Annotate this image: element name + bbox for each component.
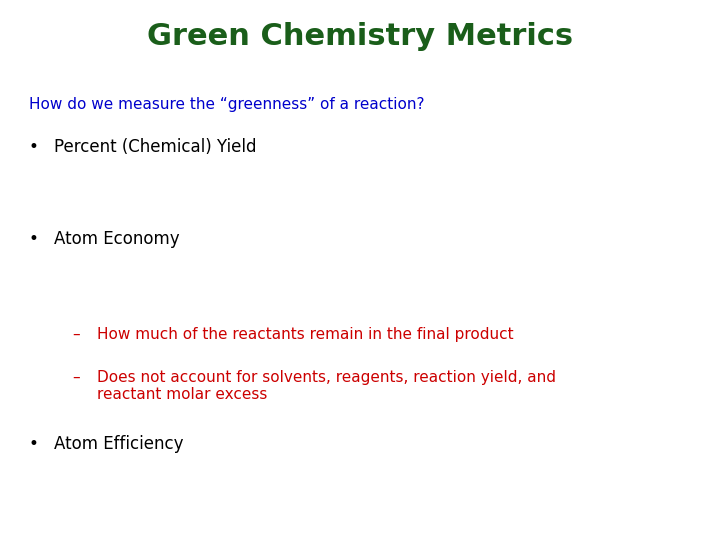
Text: How do we measure the “greenness” of a reaction?: How do we measure the “greenness” of a r…: [29, 97, 424, 112]
Text: How much of the reactants remain in the final product: How much of the reactants remain in the …: [97, 327, 514, 342]
Text: •: •: [29, 435, 39, 453]
Text: •: •: [29, 230, 39, 247]
Text: Percent (Chemical) Yield: Percent (Chemical) Yield: [54, 138, 256, 156]
Text: –: –: [72, 370, 80, 385]
Text: Atom Economy: Atom Economy: [54, 230, 179, 247]
Text: Green Chemistry Metrics: Green Chemistry Metrics: [147, 22, 573, 51]
Text: Atom Efficiency: Atom Efficiency: [54, 435, 184, 453]
Text: •: •: [29, 138, 39, 156]
Text: –: –: [72, 327, 80, 342]
Text: Does not account for solvents, reagents, reaction yield, and
reactant molar exce: Does not account for solvents, reagents,…: [97, 370, 557, 402]
